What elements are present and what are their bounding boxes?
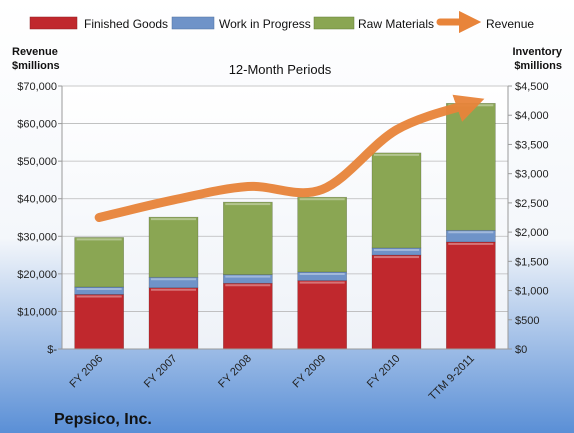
bar-highlight <box>373 256 420 259</box>
bar-highlight <box>373 248 420 251</box>
bar-raw-materials-fy-2007 <box>148 216 199 278</box>
company-name: Pepsico, Inc. <box>54 411 152 428</box>
right-tick-label: $4,500 <box>515 81 549 93</box>
legend-label-revenue: Revenue <box>486 17 534 31</box>
left-tick-label: $60,000 <box>17 119 57 131</box>
legend-label-work-in-progress: Work in Progress <box>219 17 311 31</box>
bar-finished-goods-fy-2007 <box>148 287 199 350</box>
right-tick-label: $2,000 <box>515 227 549 239</box>
bars-group <box>74 102 496 350</box>
left-tick-label: $- <box>47 344 57 356</box>
bar-highlight <box>76 288 122 291</box>
right-tick-label: $500 <box>515 315 539 327</box>
right-tick-label: $1,500 <box>515 256 549 268</box>
right-tick-label: $1,000 <box>515 286 549 298</box>
revenue-line <box>94 94 485 222</box>
left-axis-ticks: $- $10,000 $20,000 $30,000 $40,000 $50,000 $60… <box>17 81 62 356</box>
bar-highlight <box>299 272 345 275</box>
right-axis-title-line1: Inventory <box>512 46 562 58</box>
bar-raw-materials-fy-2009 <box>297 196 347 273</box>
right-tick-label: $2,500 <box>515 198 549 210</box>
right-tick-label: $0 <box>515 344 527 356</box>
bar-finished-goods-fy-2010 <box>371 254 422 350</box>
bar-finished-goods-fy-2009 <box>297 280 347 350</box>
bar-highlight <box>150 218 197 221</box>
bar-raw-materials-ttm-9-2011 <box>446 102 496 231</box>
bar-raw-materials-fy-2008 <box>223 201 273 275</box>
left-tick-label: $70,000 <box>17 81 57 93</box>
left-tick-label: $20,000 <box>17 269 57 281</box>
left-tick-label: $50,000 <box>17 156 57 168</box>
bar-raw-materials-fy-2006 <box>74 237 124 288</box>
gridlines <box>62 85 508 312</box>
legend: Finished Goods Work in Progress Raw Mate… <box>29 10 534 34</box>
left-axis-title-line1: Revenue <box>12 46 58 58</box>
right-axis-title-line2: $millions <box>514 60 562 72</box>
bar-work-in-progress-fy-2007 <box>148 276 199 289</box>
legend-swatch-raw-materials <box>313 16 355 30</box>
right-axis-ticks: $0 $500 $1,000 $1,500 $2,000 $2,500 $3,000 $3,5… <box>508 81 549 356</box>
chart-subtitle: 12-Month Periods <box>229 62 332 77</box>
bar-raw-materials-fy-2010 <box>371 152 422 249</box>
right-tick-label: $3,500 <box>515 139 549 151</box>
bar-finished-goods-fy-2006 <box>74 294 124 350</box>
legend-label-finished-goods: Finished Goods <box>84 17 168 31</box>
bar-highlight <box>299 281 345 284</box>
bar-highlight <box>76 295 122 298</box>
bar-highlight <box>225 275 271 278</box>
bar-finished-goods-ttm-9-2011 <box>446 241 496 350</box>
right-tick-label: $4,000 <box>515 110 549 122</box>
legend-swatch-work-in-progress <box>171 16 215 30</box>
bar-highlight <box>373 153 420 156</box>
legend-swatch-finished-goods <box>29 16 78 30</box>
left-tick-label: $10,000 <box>17 306 57 318</box>
bar-highlight <box>225 284 271 287</box>
bar-highlight <box>150 278 197 281</box>
bar-highlight <box>448 242 494 245</box>
bar-highlight <box>299 198 345 201</box>
left-tick-label: $30,000 <box>17 231 57 243</box>
right-tick-label: $3,000 <box>515 169 549 181</box>
plot-area <box>62 86 508 349</box>
legend-label-raw-materials: Raw Materials <box>358 17 434 31</box>
left-tick-label: $40,000 <box>17 194 57 206</box>
bar-finished-goods-fy-2008 <box>223 282 273 350</box>
bar-highlight <box>448 231 494 234</box>
left-axis-title-line2: $millions <box>12 60 60 72</box>
bar-highlight <box>150 288 197 291</box>
bar-highlight <box>225 203 271 206</box>
bar-highlight <box>76 238 122 241</box>
revenue-line-group <box>94 94 485 222</box>
